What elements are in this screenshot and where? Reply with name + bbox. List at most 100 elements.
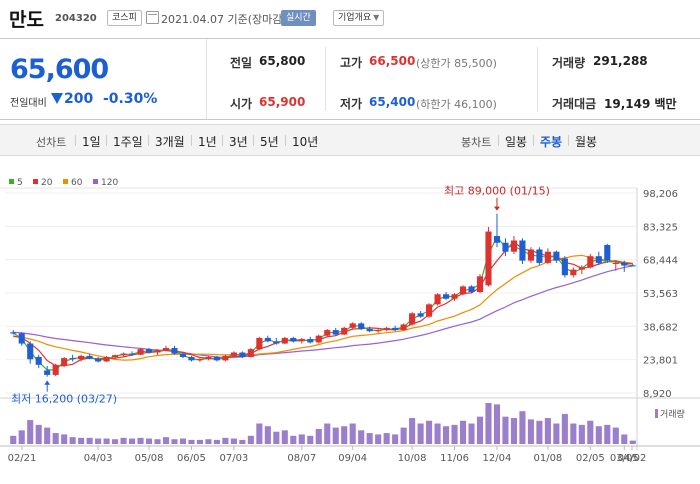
- line-chart-label: 선차트: [36, 136, 67, 149]
- amount-value: 19,149 백만: [604, 97, 677, 111]
- volume-bar: [476, 416, 484, 444]
- open-label: 시가: [230, 97, 253, 111]
- period-1y[interactable]: 1년: [198, 135, 217, 149]
- candle-body: [298, 339, 305, 342]
- calendar-icon: [146, 11, 159, 24]
- candle-body: [349, 323, 356, 328]
- x-tick-label: 02/05: [576, 453, 605, 464]
- legend-swatch: [63, 179, 68, 184]
- x-tick-label: 04/02: [618, 453, 647, 464]
- candle-body: [44, 370, 51, 375]
- candle-chart-label: 봉차트: [461, 136, 492, 149]
- candle-body: [273, 341, 280, 344]
- candle-body: [561, 258, 568, 276]
- volume-bar: [27, 420, 34, 444]
- x-tick-label: 11/06: [440, 453, 469, 464]
- realtime-button[interactable]: 실시간: [281, 10, 316, 26]
- low-value: 65,400: [369, 95, 416, 109]
- volume-bar: [264, 426, 271, 444]
- candle-body: [315, 335, 322, 343]
- period-1w[interactable]: 1주일: [113, 135, 143, 149]
- y-tick-label: 23,801: [643, 356, 678, 367]
- x-tick-label: 08/07: [287, 453, 316, 464]
- period-1d[interactable]: 1일: [82, 135, 101, 149]
- x-tick-label: 09/04: [338, 453, 367, 464]
- candle-body: [10, 332, 17, 334]
- volume-bar: [179, 438, 187, 444]
- volume-bar: [298, 434, 305, 444]
- volume-bar: [162, 437, 170, 444]
- candle-body: [103, 356, 110, 362]
- toolbar-divider: [75, 135, 76, 146]
- current-price: 65,600: [10, 54, 109, 85]
- ma60-line: [13, 254, 633, 361]
- candle-body: [264, 337, 271, 342]
- candle-daily[interactable]: 일봉: [505, 135, 528, 149]
- volume-bar: [188, 439, 195, 444]
- candle-body: [400, 324, 407, 331]
- candle-body: [383, 327, 390, 331]
- candle-body: [35, 356, 42, 365]
- period-3y[interactable]: 3년: [229, 135, 248, 149]
- period-10y[interactable]: 10년: [292, 135, 319, 149]
- volume-bar: [120, 437, 127, 444]
- volume-bar: [171, 439, 178, 444]
- candle-body: [502, 242, 509, 252]
- legend-label: 120: [101, 178, 118, 188]
- open-value: 65,900: [259, 95, 306, 109]
- candle-body: [426, 304, 433, 317]
- period-3m[interactable]: 3개월: [155, 135, 185, 149]
- volume-bar: [442, 426, 450, 444]
- candle-body: [188, 356, 195, 361]
- column-divider: [537, 47, 538, 111]
- volume-bar: [510, 418, 518, 444]
- legend-label: 5: [17, 178, 23, 188]
- volume-label: 거래량: [552, 56, 586, 70]
- change-rate: -0.30%: [103, 91, 158, 107]
- volume-bar: [137, 437, 144, 444]
- candle-body: [61, 358, 68, 366]
- candle-monthly[interactable]: 월봉: [575, 135, 598, 149]
- candle-body: [417, 313, 424, 317]
- volume-bar: [485, 403, 492, 444]
- y-tick-label: 98,206: [643, 189, 678, 200]
- candle-body: [213, 356, 220, 361]
- volume-bar: [247, 435, 254, 444]
- volume-bar: [536, 420, 543, 444]
- legend-label: 60: [71, 178, 83, 188]
- volume-bar: [502, 416, 509, 444]
- x-tick-label: 02/21: [8, 453, 37, 464]
- candle-body: [604, 244, 611, 261]
- y-tick-label: 38,682: [643, 322, 678, 333]
- volume-bar: [281, 430, 288, 444]
- company-overview-button[interactable]: 기업개요 ▼: [333, 10, 385, 26]
- candle-body: [247, 349, 254, 357]
- candle-body: [230, 352, 237, 356]
- candle-body: [392, 327, 399, 331]
- candle-body: [595, 256, 602, 263]
- volume-bar: [561, 413, 568, 444]
- candle-weekly[interactable]: 주봉: [540, 135, 563, 149]
- x-tick-label: 03/05: [610, 453, 639, 464]
- volume-bar: [315, 428, 322, 444]
- candle-body: [553, 251, 560, 261]
- low-label: 저가: [340, 97, 363, 111]
- candle-body: [375, 330, 382, 332]
- low-arrow-head: [44, 380, 51, 385]
- volume-bar: [553, 423, 560, 444]
- volume-bar: [578, 424, 585, 444]
- candle-body: [434, 294, 441, 305]
- x-tick-label: 06/05: [177, 453, 206, 464]
- legend-swatch: [93, 179, 98, 184]
- candle-body: [154, 350, 161, 353]
- volume-bar: [222, 437, 229, 444]
- candle-body: [578, 267, 585, 270]
- volume-bar: [341, 426, 348, 444]
- period-5y[interactable]: 5년: [260, 135, 279, 149]
- volume-bar: [86, 437, 93, 444]
- candle-body: [536, 249, 543, 263]
- toolbar-divider: [568, 135, 569, 146]
- volume-bar: [239, 439, 246, 444]
- high-arrow-head: [493, 206, 500, 211]
